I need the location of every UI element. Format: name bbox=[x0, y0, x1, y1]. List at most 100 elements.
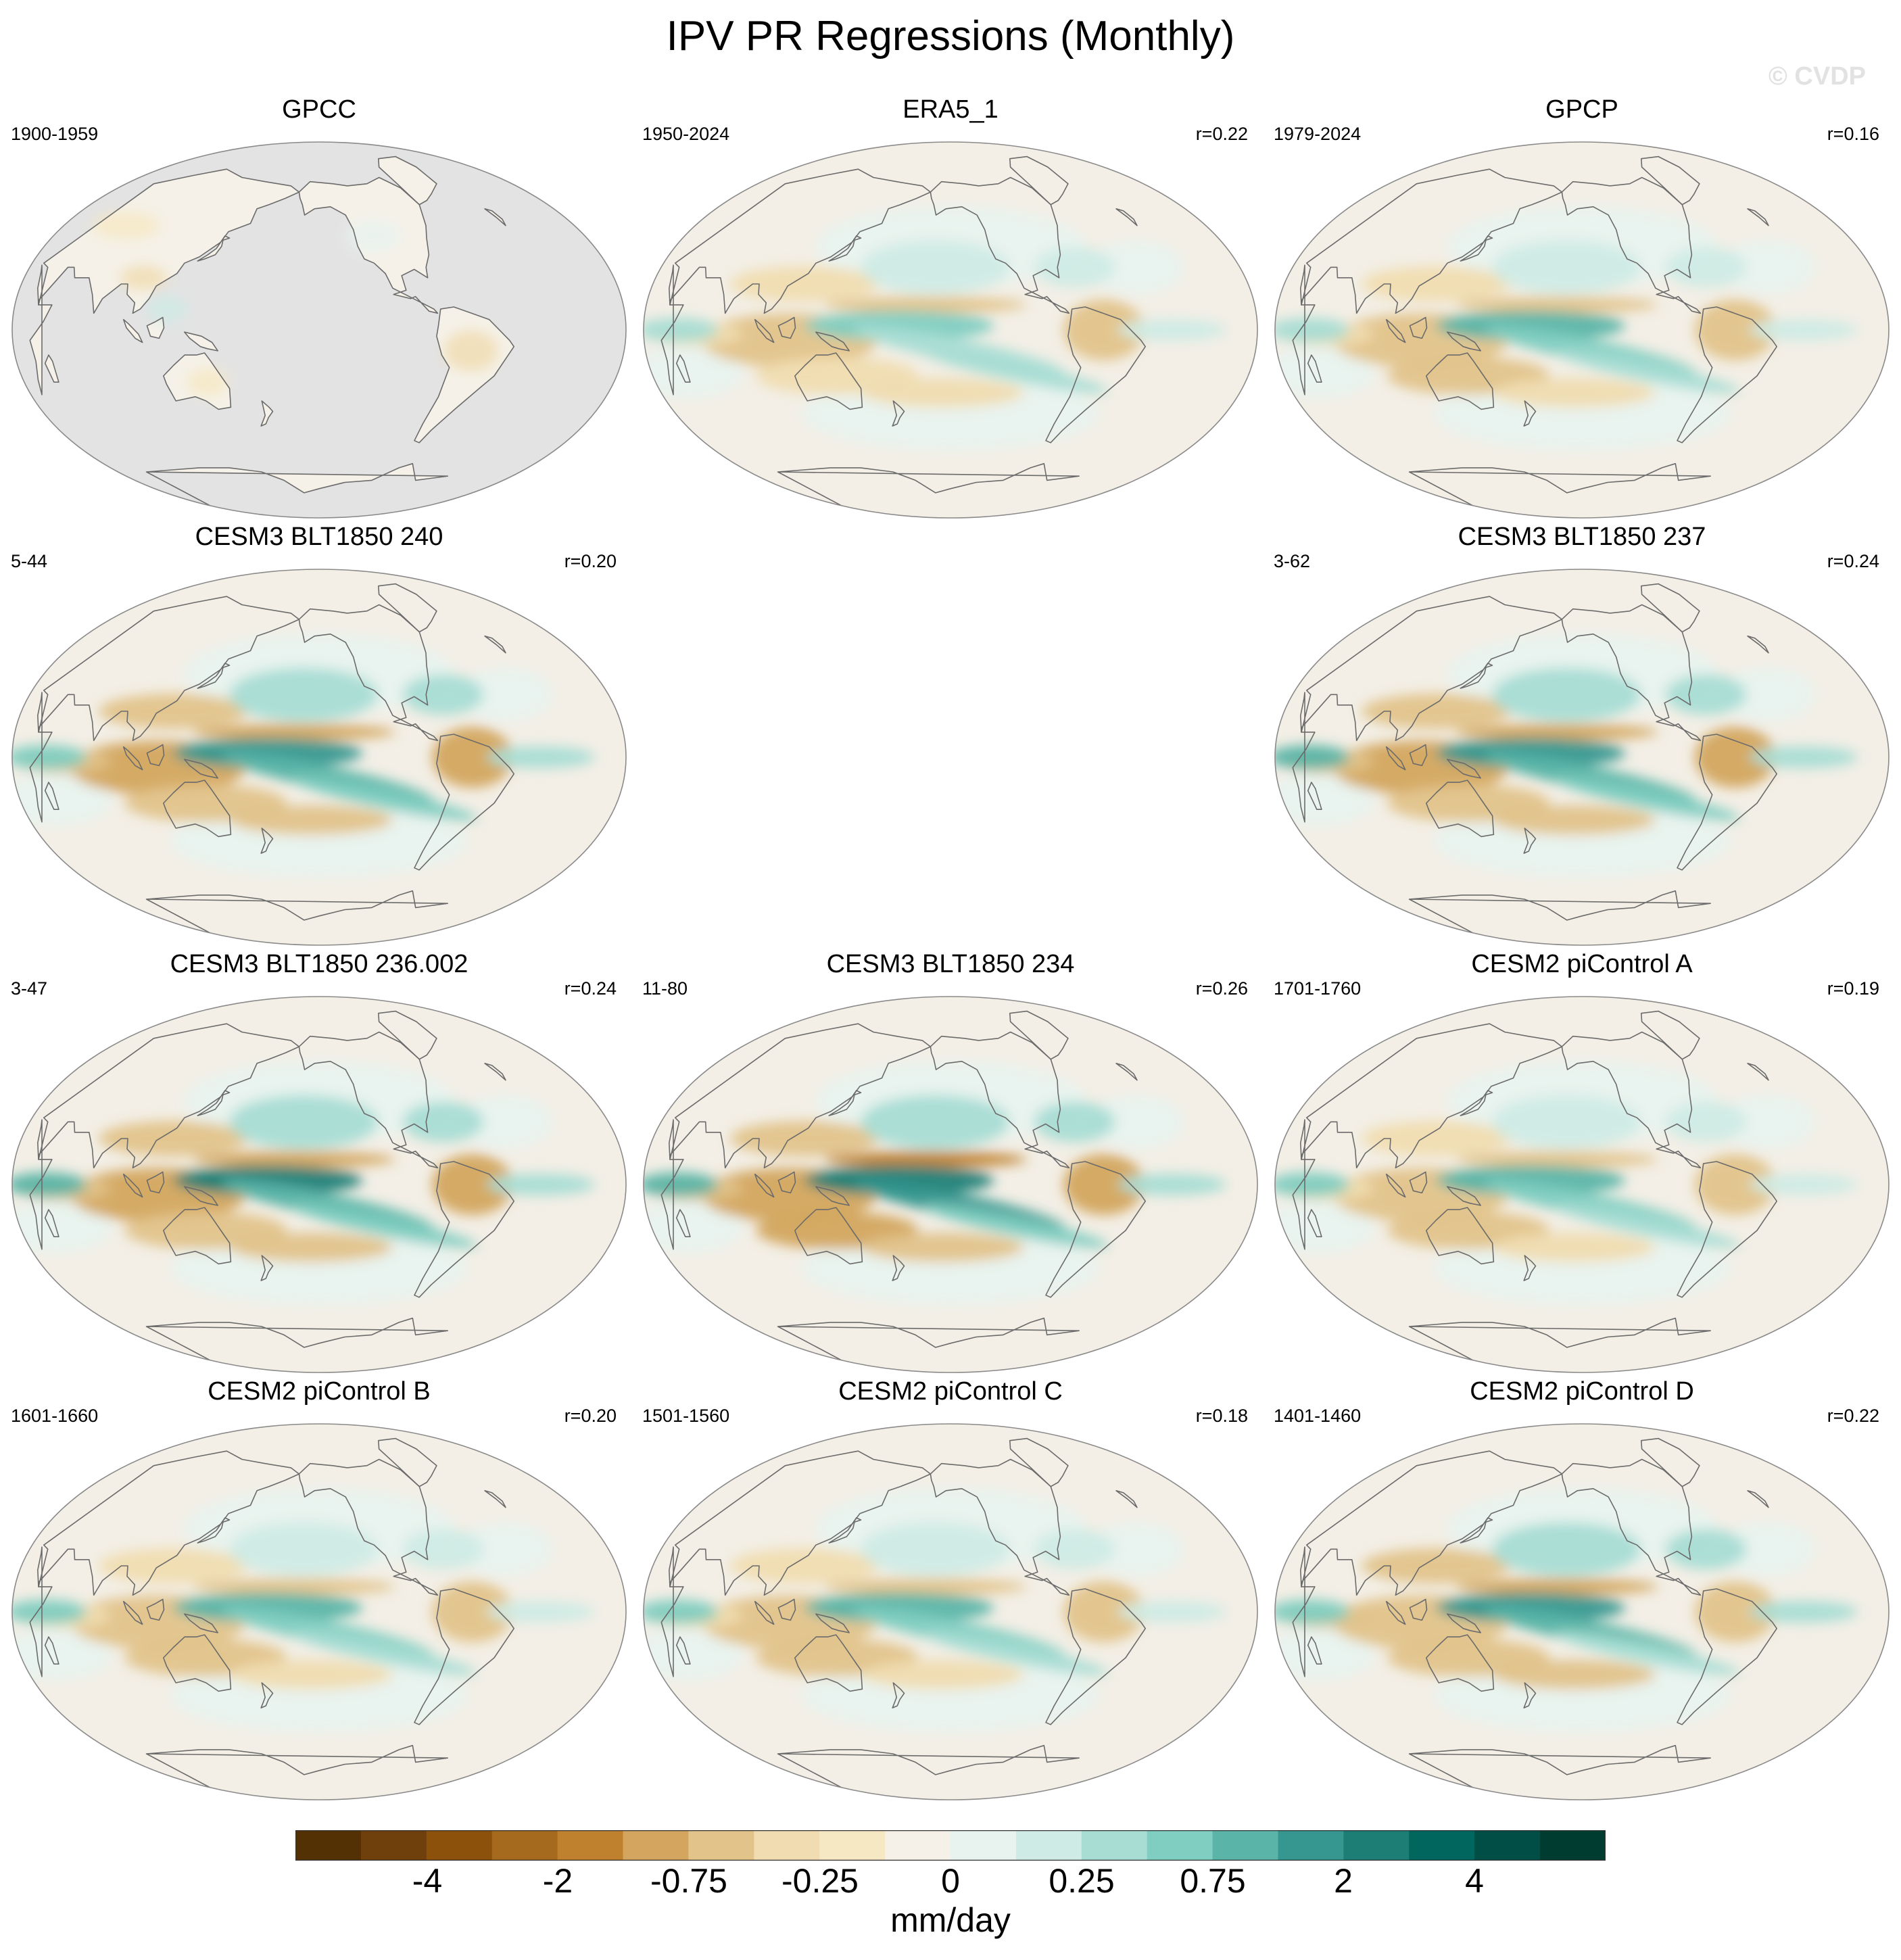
panel-correlation: r=0.18 bbox=[1195, 1406, 1248, 1426]
panel-period: 1401-1460 bbox=[1274, 1406, 1362, 1426]
map-border bbox=[643, 141, 1258, 519]
panel-period: 1900-1959 bbox=[11, 124, 99, 144]
regression-map bbox=[643, 996, 1258, 1373]
panel-period: 5-44 bbox=[11, 551, 48, 571]
panel-cesm3-234: CESM3 BLT1850 234 11-80 r=0.26 bbox=[642, 949, 1259, 1373]
panel-title: CESM3 BLT1850 237 bbox=[1458, 523, 1706, 551]
panel-cesm2-d: CESM2 piControl D 1401-1460 r=0.22 bbox=[1274, 1377, 1890, 1800]
map-field bbox=[12, 997, 626, 1372]
colorbar-swatch bbox=[426, 1830, 493, 1861]
map-border bbox=[1274, 141, 1890, 519]
map-field bbox=[644, 1424, 1257, 1800]
colorbar-swatch bbox=[1147, 1830, 1213, 1861]
panel-correlation: r=0.24 bbox=[1827, 551, 1879, 571]
map-field bbox=[12, 142, 626, 518]
map-field bbox=[1275, 1424, 1889, 1800]
coastlines bbox=[29, 1010, 514, 1371]
panel-title: CESM2 piControl D bbox=[1470, 1377, 1694, 1406]
regression-map bbox=[11, 1423, 627, 1800]
colorbar-tick: -0.25 bbox=[781, 1862, 859, 1900]
colorbar-tick: 2 bbox=[1334, 1862, 1353, 1900]
page-title: IPV PR Regressions (Monthly) bbox=[666, 13, 1235, 59]
regression-map bbox=[643, 1423, 1258, 1800]
colorbar-swatch bbox=[491, 1830, 558, 1861]
map-border bbox=[11, 1423, 627, 1800]
regression-map bbox=[11, 141, 627, 519]
regression-map bbox=[1274, 996, 1890, 1373]
panel-title: CESM3 BLT1850 236.002 bbox=[170, 950, 468, 978]
map-field bbox=[1275, 997, 1889, 1372]
panel-period: 1601-1660 bbox=[11, 1406, 99, 1426]
colorbar-swatch bbox=[557, 1830, 624, 1861]
map-border bbox=[1274, 996, 1890, 1373]
colorbar-swatch bbox=[950, 1830, 1017, 1861]
map-border bbox=[1274, 569, 1890, 946]
map-field bbox=[12, 569, 626, 945]
colorbar-swatch bbox=[1343, 1830, 1410, 1861]
panel-period: 1501-1560 bbox=[642, 1406, 730, 1426]
coastlines bbox=[29, 156, 514, 517]
regression-map bbox=[11, 996, 627, 1373]
colorbar-tick: 4 bbox=[1465, 1862, 1484, 1900]
colorbar bbox=[295, 1830, 1606, 1861]
panel-correlation: r=0.20 bbox=[564, 551, 617, 571]
map-border bbox=[11, 569, 627, 946]
coastlines bbox=[660, 1437, 1146, 1798]
colorbar-tick: -0.75 bbox=[650, 1862, 727, 1900]
panel-correlation: r=0.16 bbox=[1827, 124, 1879, 144]
colorbar-swatch bbox=[754, 1830, 820, 1861]
map-field bbox=[1275, 142, 1889, 518]
colorbar-units: mm/day bbox=[890, 1901, 1011, 1939]
colorbar-tick: 0.75 bbox=[1180, 1862, 1246, 1900]
colorbar-tick: -2 bbox=[542, 1862, 573, 1900]
colorbar-tick: 0.25 bbox=[1049, 1862, 1115, 1900]
panel-title: CESM3 BLT1850 234 bbox=[826, 950, 1075, 978]
panel-correlation: r=0.24 bbox=[564, 978, 617, 999]
coastlines bbox=[1292, 583, 1777, 944]
panel-gpcc: GPCC 1900-1959 bbox=[11, 95, 627, 519]
regression-map bbox=[643, 141, 1258, 519]
colorbar-swatch bbox=[1081, 1830, 1148, 1861]
map-border bbox=[11, 141, 627, 519]
colorbar-swatch bbox=[295, 1830, 362, 1861]
map-border bbox=[11, 996, 627, 1373]
regression-map bbox=[1274, 1423, 1890, 1800]
coastlines bbox=[1292, 1010, 1777, 1371]
panel-period: 3-62 bbox=[1274, 551, 1311, 571]
panel-cesm3-240: CESM3 BLT1850 240 5-44 r=0.20 bbox=[11, 522, 627, 946]
coastlines bbox=[660, 156, 1146, 517]
panel-title: CESM2 piControl A bbox=[1471, 950, 1693, 978]
panel-correlation: r=0.22 bbox=[1195, 124, 1248, 144]
colorbar-frame bbox=[295, 1830, 1606, 1861]
map-field bbox=[12, 1424, 626, 1800]
panel-period: 3-47 bbox=[11, 978, 48, 999]
map-border bbox=[643, 996, 1258, 1373]
regression-map bbox=[1274, 141, 1890, 519]
coastlines bbox=[1292, 156, 1777, 517]
colorbar-swatch bbox=[1015, 1830, 1082, 1861]
map-border bbox=[643, 1423, 1258, 1800]
coastlines bbox=[1292, 1437, 1777, 1798]
coastlines bbox=[29, 1437, 514, 1798]
panel-correlation: r=0.20 bbox=[564, 1406, 617, 1426]
colorbar-swatch bbox=[819, 1830, 886, 1861]
panel-period: 1701-1760 bbox=[1274, 978, 1362, 999]
map-field bbox=[644, 142, 1257, 518]
panel-cesm2-c: CESM2 piControl C 1501-1560 r=0.18 bbox=[642, 1377, 1259, 1800]
regression-map bbox=[1274, 569, 1890, 946]
colorbar-swatch bbox=[1474, 1830, 1541, 1861]
coastlines bbox=[29, 583, 514, 944]
colorbar-swatch bbox=[1278, 1830, 1344, 1861]
panel-correlation: r=0.19 bbox=[1827, 978, 1879, 999]
panel-cesm2-b: CESM2 piControl B 1601-1660 r=0.20 bbox=[11, 1377, 627, 1800]
panel-title: CESM2 piControl B bbox=[208, 1377, 431, 1406]
colorbar-swatch bbox=[1409, 1830, 1475, 1861]
colorbar-swatch bbox=[623, 1830, 689, 1861]
colorbar-swatch bbox=[688, 1830, 754, 1861]
map-border bbox=[1274, 1423, 1890, 1800]
panel-period: 1950-2024 bbox=[642, 124, 730, 144]
colorbar-tick-labels: -4 -2 -0.75 -0.25 0 0.25 0.75 2 4 bbox=[0, 1861, 1901, 1901]
panel-title: GPCC bbox=[282, 95, 356, 124]
colorbar-tick: -4 bbox=[412, 1862, 443, 1900]
panel-cesm2-a: CESM2 piControl A 1701-1760 r=0.19 bbox=[1274, 949, 1890, 1373]
